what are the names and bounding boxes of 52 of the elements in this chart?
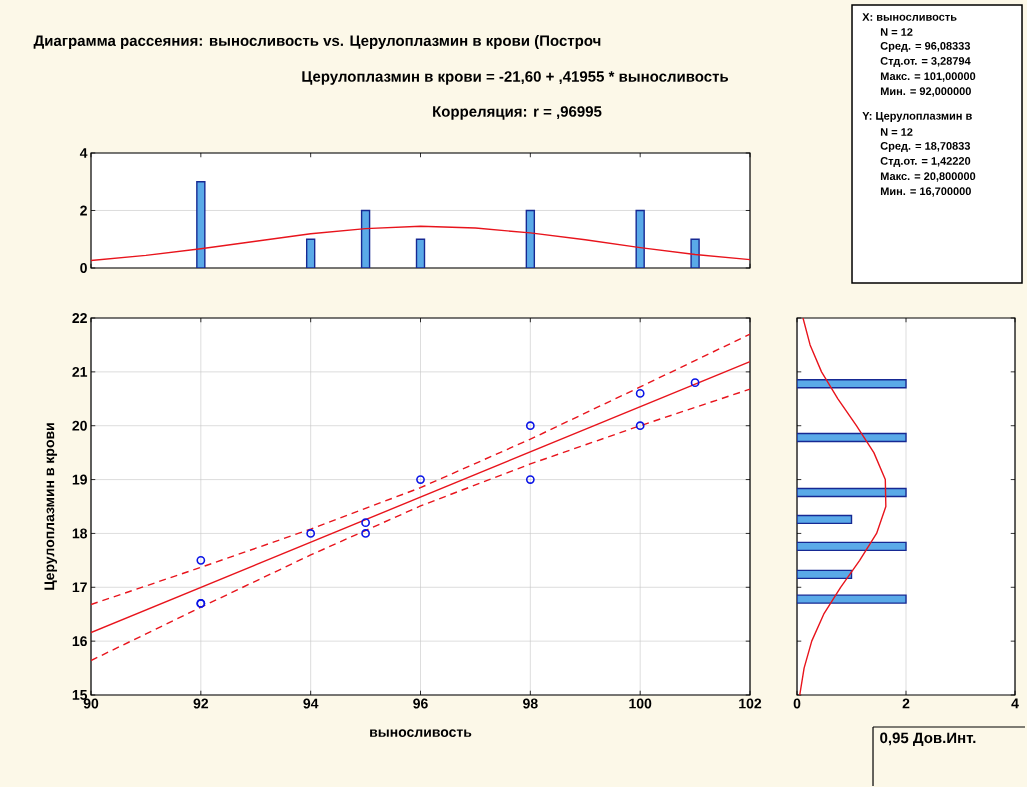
y-tick-label: 2 xyxy=(80,205,87,216)
point xyxy=(306,529,316,538)
text: Y: Церулоплазмин в xyxy=(862,112,972,122)
text: N = 12 xyxy=(880,128,913,136)
x-tick-label: 0 xyxy=(793,698,801,709)
y-tick-label: 15 xyxy=(72,690,88,700)
x-tick-label: 102 xyxy=(739,698,762,709)
y-tick-label: 4 xyxy=(79,148,88,158)
y-tick-label: 0 xyxy=(80,263,87,273)
chart-subtitle: Церулоплазмин в крови = -21,60 + ,41955 * выносливость xyxy=(302,71,729,85)
line-series xyxy=(91,333,751,606)
text: N = 12 xyxy=(880,28,913,36)
y-tick-label: 18 xyxy=(72,528,88,539)
point xyxy=(361,518,370,528)
point xyxy=(361,529,370,538)
x-tick-label: 92 xyxy=(193,698,209,709)
text: Сред. = 96,08333 xyxy=(880,42,971,52)
text: Мин. = 92,000000 xyxy=(880,87,971,97)
y-tick-label: 17 xyxy=(72,582,87,593)
chart-title: Диаграмма рассеяния: выносливость vs. Церулоплазмин в крови (Построч xyxy=(33,35,601,49)
point xyxy=(525,475,535,484)
x-axis-title: выносливость xyxy=(370,729,472,737)
text: 0,95 Дов.Инт. xyxy=(880,732,976,746)
text: Макс. = 101,00000 xyxy=(880,72,976,82)
x-tick-label: 90 xyxy=(83,698,99,709)
line-series xyxy=(91,388,751,662)
y-tick-label: 16 xyxy=(72,636,87,647)
y-axis-title: Церулоплазмин в крови xyxy=(44,423,58,590)
x-tick-label: 96 xyxy=(413,698,428,709)
x-tick-label: 98 xyxy=(523,698,538,709)
line-series xyxy=(91,225,751,262)
point xyxy=(690,378,700,388)
text: Макс. = 20,800000 xyxy=(880,172,976,182)
text: Стд.от. = 3,28794 xyxy=(880,57,971,67)
text: X: выносливость xyxy=(862,13,957,21)
text: Стд.от. = 1,42220 xyxy=(880,157,971,167)
point xyxy=(635,421,645,431)
y-tick-label: 19 xyxy=(72,474,87,485)
x-tick-label: 94 xyxy=(303,698,319,709)
point xyxy=(416,475,425,484)
text: Корреляция: r = ,96995 xyxy=(433,106,602,120)
y-tick-label: 22 xyxy=(72,313,87,323)
point xyxy=(525,421,535,431)
x-tick-label: 2 xyxy=(902,698,910,709)
point xyxy=(196,555,206,565)
text: Сред. = 18,70833 xyxy=(880,142,971,152)
x-tick-label: 4 xyxy=(1011,698,1019,709)
point xyxy=(635,389,645,398)
y-tick-label: 20 xyxy=(72,420,87,431)
y-tick-label: 21 xyxy=(72,366,88,377)
text: Мин. = 16,700000 xyxy=(880,187,971,197)
x-tick-label: 100 xyxy=(629,698,652,709)
